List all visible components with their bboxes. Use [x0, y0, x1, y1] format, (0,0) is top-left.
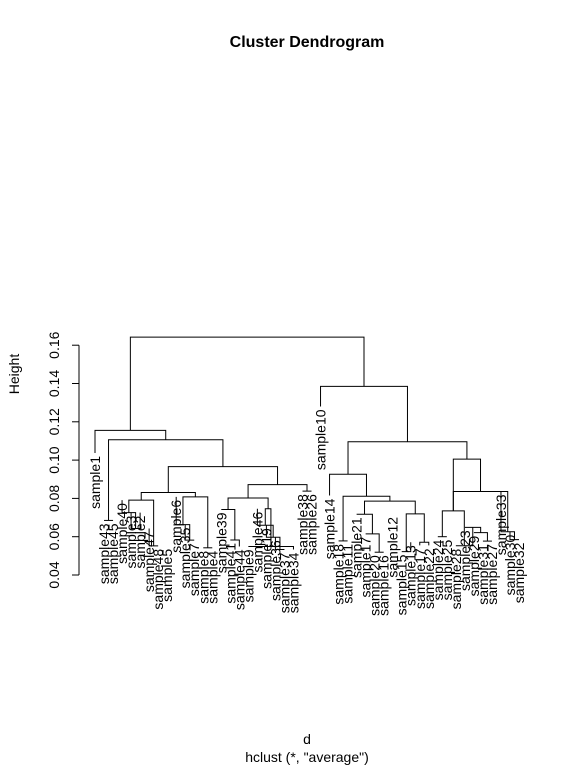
leaf-label: sample9 — [240, 549, 256, 602]
leaf-label: sample24 — [430, 539, 446, 600]
dendrogram-branch — [320, 385, 408, 442]
leaf-label: sample41 — [222, 543, 238, 604]
leaf-label: sample16 — [376, 555, 392, 616]
leaf-label: sample29 — [466, 535, 482, 596]
dendrogram-branch — [364, 500, 416, 515]
leaf-label: sample3 — [123, 515, 139, 568]
dendrogram-branch — [274, 537, 285, 551]
dendrogram-branch — [248, 545, 294, 550]
leaf-label: sample10 — [313, 409, 329, 470]
y-tick-label: 0.04 — [46, 561, 62, 588]
dendrogram-branch — [221, 509, 236, 540]
y-axis-label: Height — [6, 354, 22, 395]
dendrogram-branch — [464, 526, 482, 533]
leaf-label: sample45 — [105, 523, 121, 584]
leaf-label: sample17 — [412, 548, 428, 609]
dendrogram-branch — [129, 336, 365, 431]
leaf-label: sample33 — [493, 494, 509, 555]
leaf-label: sample13 — [403, 545, 419, 606]
leaf-label: sample20 — [367, 555, 383, 616]
leaf-label: sample39 — [213, 512, 229, 573]
leaf-label: sample32 — [511, 542, 527, 603]
dendrogram-branch — [329, 473, 367, 497]
dendrogram-branch — [509, 531, 519, 541]
dendrogram-branch — [473, 532, 488, 542]
y-tick-label: 0.10 — [46, 446, 62, 473]
dendrogram-branch — [230, 539, 240, 547]
leaf-label: sample25 — [439, 539, 455, 600]
leaf-label: sample27 — [484, 544, 500, 605]
dendrogram-branch — [227, 497, 269, 510]
dendrogram-branch — [167, 466, 279, 493]
leaf-label: sample23 — [457, 530, 473, 591]
leaf-label: sample46 — [249, 512, 265, 573]
leaf-label: sample30 — [502, 535, 518, 596]
leaf-label: sample40 — [114, 503, 130, 564]
dendrogram-branch — [401, 542, 412, 553]
leaf-label: sample1 — [87, 456, 103, 509]
chart-subtitle: hclust (*, "average") — [245, 749, 369, 765]
y-tick-label: 0.14 — [46, 370, 62, 397]
leaf-label: sample18 — [331, 544, 347, 605]
leaf-label: sample26 — [304, 494, 320, 555]
leaf-label: sample14 — [322, 498, 338, 559]
leaf-label: sample34 — [285, 552, 301, 613]
leaf-label: sample28 — [448, 548, 464, 609]
leaf-label: sample5 — [159, 549, 175, 602]
y-tick-label: 0.06 — [46, 523, 62, 550]
y-tick-label: 0.12 — [46, 408, 62, 435]
dendrogram-branch — [94, 429, 167, 454]
leaf-label: sample37 — [276, 552, 292, 613]
leaf-label: sample6 — [168, 500, 184, 553]
dendrogram-branch — [130, 512, 141, 529]
dendrogram-branch — [128, 499, 155, 546]
dendrogram-branch — [347, 441, 468, 475]
dendrogram-branch — [455, 527, 474, 547]
leaf-label: sample4 — [204, 551, 220, 604]
leaf-label: sample7 — [186, 543, 202, 596]
leaf-label: sample11 — [340, 544, 356, 604]
leaf-label: sample38 — [294, 494, 310, 555]
leaf-label: sample19 — [258, 528, 274, 589]
leaf-label: sample2 — [132, 515, 148, 568]
x-axis-label: d — [303, 731, 311, 747]
leaf-label: sample36 — [267, 540, 283, 601]
chart-title: Cluster Dendrogram — [230, 34, 385, 51]
leaf-label: sample44 — [231, 549, 247, 610]
dendrogram-tree — [94, 336, 519, 553]
leaf-label: sample17 — [358, 537, 374, 598]
dendrogram-branch — [441, 510, 465, 546]
leaf-label: sample31 — [475, 544, 491, 605]
leaf-label: sample22 — [421, 548, 437, 609]
dendrogram-branch — [419, 541, 430, 546]
dendrogram-branch — [184, 524, 195, 541]
y-tick-label: 0.08 — [46, 485, 62, 512]
leaf-label: sample8 — [195, 551, 211, 604]
leaf-label: sample43 — [96, 523, 112, 584]
dendrogram-branch — [365, 533, 380, 553]
leaf-label: sample15 — [394, 554, 410, 615]
leaf-label: sample48 — [150, 549, 166, 610]
leaf-label: sample21 — [349, 517, 365, 578]
dendrogram-branch — [140, 491, 196, 501]
dendrogram-branch — [452, 458, 482, 511]
leaf-label: sample47 — [141, 531, 157, 592]
leaf-labels: sample1sample43sample45sample40sample3sa… — [87, 409, 527, 616]
dendrogram-branch — [356, 513, 373, 534]
leaf-label: sample35 — [177, 527, 193, 588]
y-axis: 0.04 0.06 0.08 0.10 0.12 0.14 0.16 — [46, 331, 80, 589]
dendrogram-branch — [148, 528, 159, 547]
leaf-label: sample12 — [385, 517, 401, 578]
y-tick-label: 0.16 — [46, 331, 62, 358]
